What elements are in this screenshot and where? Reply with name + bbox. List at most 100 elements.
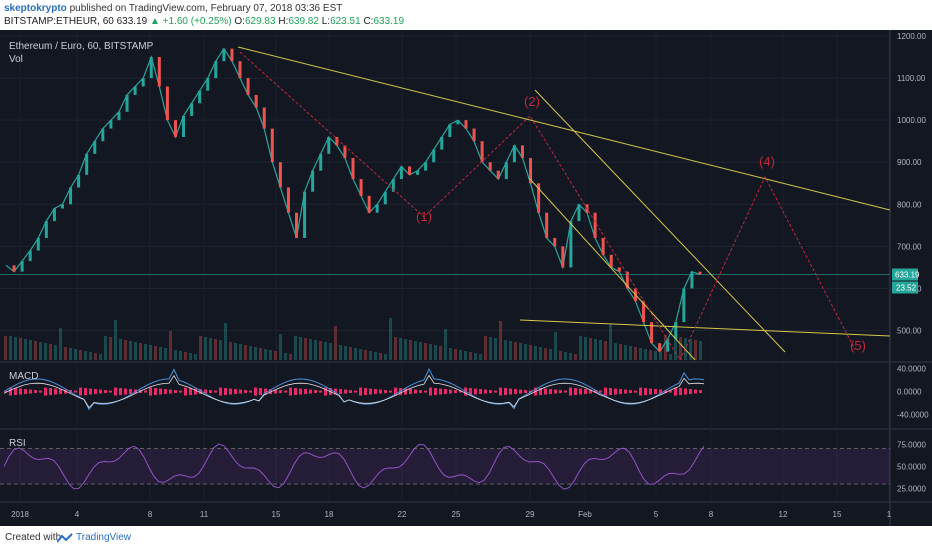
- symbol-label: BITSTAMP:ETHEUR, 60: [4, 16, 114, 27]
- macd-histogram-bar: [359, 387, 362, 396]
- volume-bar: [4, 336, 7, 360]
- volume-bar: [254, 347, 257, 360]
- price-candle: [101, 128, 105, 142]
- price-candle: [383, 191, 387, 205]
- volume-bar: [29, 340, 32, 360]
- macd-histogram-bar: [294, 388, 297, 396]
- macd-histogram-bar: [694, 389, 697, 394]
- volume-bar: [384, 354, 387, 360]
- price-candle: [432, 149, 436, 163]
- macd-histogram-bar: [39, 390, 42, 393]
- chart-canvas[interactable]: 1200.00 1100.00 1000.00 900.00 800.00 700.00 6…: [0, 30, 932, 526]
- macd-histogram-bar: [284, 390, 287, 393]
- volume-bar: [219, 340, 222, 360]
- macd-histogram-bar: [234, 389, 237, 395]
- macd-histogram-bar: [219, 387, 222, 396]
- price-candle: [642, 301, 646, 323]
- price-candle: [222, 48, 226, 62]
- volume-bar: [324, 342, 327, 360]
- macd-histogram-bar: [124, 388, 127, 395]
- volume-bar: [484, 336, 487, 360]
- volume-bar: [124, 340, 127, 360]
- volume-bar: [164, 348, 167, 360]
- volume-bar: [634, 347, 637, 360]
- volume-bar: [424, 343, 427, 360]
- volume-bar: [134, 342, 137, 360]
- price-change: ▲ +1.60 (+0.25%): [150, 16, 232, 27]
- macd-histogram-bar: [179, 390, 182, 393]
- price-candle: [286, 187, 290, 213]
- macd-histogram-bar: [364, 388, 367, 396]
- macd-histogram-bar: [624, 389, 627, 394]
- wave-label: (1): [416, 209, 432, 224]
- macd-histogram-bar: [349, 390, 352, 394]
- macd-histogram-bar: [559, 390, 562, 394]
- macd-histogram-bar: [289, 387, 292, 396]
- macd-histogram-bar: [579, 388, 582, 395]
- macd-histogram-bar: [269, 389, 272, 395]
- macd-histogram-bar: [79, 387, 82, 396]
- volume-bar: [454, 349, 457, 360]
- tradingview-brand-link[interactable]: TradingView: [76, 532, 132, 543]
- author-link[interactable]: skeptokrypto: [4, 3, 67, 14]
- price-candle: [367, 195, 371, 213]
- volume-bar: [99, 354, 102, 360]
- macd-histogram-bar: [344, 389, 347, 394]
- macd-histogram-bar: [669, 390, 672, 393]
- macd-histogram-bar: [144, 390, 147, 393]
- macd-histogram-bar: [414, 389, 417, 394]
- macd-histogram-bar: [449, 389, 452, 394]
- tradingview-logo-icon: [57, 533, 73, 543]
- volume-bar: [239, 344, 242, 360]
- price-candle: [190, 103, 194, 116]
- macd-histogram-bar: [319, 390, 322, 393]
- macd-histogram-bar: [489, 390, 492, 394]
- price-candle: [504, 162, 508, 180]
- time-tick-label: 2018: [11, 510, 29, 519]
- price-candle: [609, 254, 613, 268]
- rsi-band: [0, 448, 890, 485]
- rsi-tick-label: 75.0000: [897, 440, 926, 449]
- macd-histogram-bar: [174, 390, 177, 394]
- ohlc-line: BITSTAMP:ETHEUR, 60 633.19 ▲ +1.60 (+0.2…: [4, 16, 404, 27]
- macd-legend: MACD: [9, 371, 39, 382]
- price-candle: [20, 261, 24, 272]
- volume-bar: [44, 343, 47, 360]
- price-candle: [561, 246, 565, 268]
- price-candle: [456, 120, 460, 125]
- volume-bar: [514, 342, 517, 360]
- price-candle: [149, 57, 153, 79]
- price-candle: [93, 141, 97, 154]
- volume-bar: [449, 348, 452, 360]
- volume-bar: [144, 344, 147, 360]
- macd-histogram-bar: [104, 390, 107, 394]
- macd-histogram-bar: [194, 388, 197, 395]
- volume-bar: [199, 336, 202, 360]
- low-value: 623.51: [330, 16, 361, 27]
- macd-histogram-bar: [74, 390, 77, 393]
- macd-histogram-bar: [24, 389, 27, 395]
- price-candle: [448, 124, 452, 137]
- price-candle: [407, 166, 411, 175]
- macd-tick-label: -40.0000: [897, 411, 929, 420]
- channel-upper-line: [534, 89, 786, 353]
- volume-bar: [309, 339, 312, 360]
- macd-histogram-bar: [509, 388, 512, 395]
- macd-histogram-bar: [149, 387, 152, 396]
- macd-histogram-bar: [254, 387, 257, 396]
- price-candle: [335, 136, 339, 146]
- price-candle: [206, 78, 210, 91]
- wave-label: (2): [524, 94, 540, 109]
- macd-histogram-bar: [584, 389, 587, 395]
- chart-area[interactable]: 1200.00 1100.00 1000.00 900.00 800.00 700.00 6…: [0, 30, 932, 526]
- volume-bar: [399, 338, 402, 360]
- macd-histogram-bar: [84, 388, 87, 396]
- price-candle: [198, 90, 202, 104]
- volume-bar: [614, 343, 617, 360]
- macd-histogram-bar: [439, 388, 442, 395]
- volume-bar: [359, 349, 362, 360]
- volume-bar: [604, 341, 607, 360]
- volume-bar: [154, 346, 157, 360]
- price-candle: [537, 183, 541, 213]
- price-candle: [520, 145, 524, 159]
